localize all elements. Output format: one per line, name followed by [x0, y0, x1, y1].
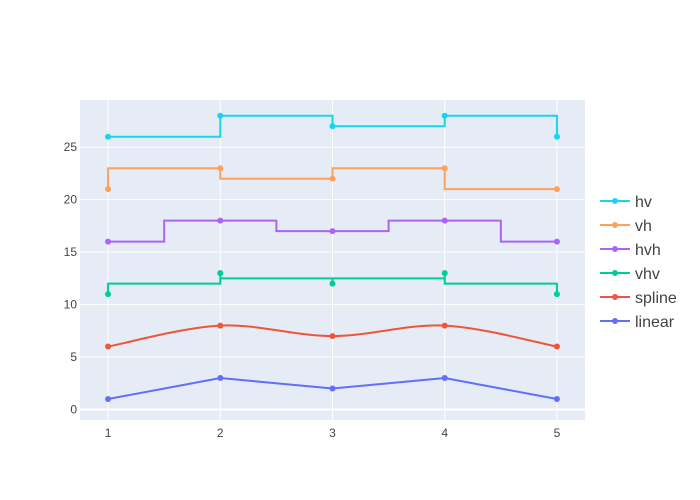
legend-swatch-marker [612, 246, 618, 252]
y-tick-label: 20 [64, 193, 78, 207]
data-point-linear [441, 375, 448, 382]
data-point-vhv [105, 291, 112, 298]
series-hv [105, 112, 560, 140]
data-point-spline [553, 343, 560, 350]
legend-item-hv[interactable]: hv [600, 194, 652, 211]
legend-item-hvh[interactable]: hvh [600, 242, 661, 259]
data-point-linear [553, 396, 560, 403]
legend-item-vh[interactable]: vh [600, 218, 652, 235]
series-linear [105, 375, 560, 403]
data-point-vhv [553, 291, 560, 298]
data-point-spline [217, 322, 224, 329]
legend-label: linear [635, 314, 675, 331]
y-tick-label: 10 [64, 298, 78, 312]
legend-item-spline[interactable]: spline [600, 290, 677, 307]
axis-ticks: 1 2 3 4 5 0 5 10 15 20 25 [64, 140, 561, 440]
data-point-hvh [441, 217, 448, 224]
data-point-spline [105, 343, 112, 350]
x-tick-label: 5 [554, 426, 561, 440]
series-vh [105, 165, 560, 193]
x-tick-label: 2 [217, 426, 224, 440]
data-point-linear [217, 375, 224, 382]
x-tick-label: 4 [441, 426, 448, 440]
data-point-hvh [105, 238, 112, 245]
data-point-hv [105, 133, 112, 140]
series-group [105, 112, 560, 403]
data-point-spline [329, 333, 336, 340]
data-point-spline [441, 322, 448, 329]
data-point-vhv [441, 270, 448, 277]
data-point-vh [329, 175, 336, 182]
legend-swatch-marker [612, 222, 618, 228]
y-tick-label: 5 [70, 350, 77, 364]
data-point-vh [553, 186, 560, 193]
series-spline [105, 322, 560, 350]
data-point-linear [105, 396, 112, 403]
legend-swatch-marker [612, 318, 618, 324]
data-point-hv [553, 133, 560, 140]
legend-swatch-marker [612, 198, 618, 204]
series-vhv [105, 270, 560, 298]
legend-swatch-marker [612, 294, 618, 300]
y-tick-label: 15 [64, 245, 78, 259]
y-tick-label: 0 [70, 403, 77, 417]
data-point-vh [217, 165, 224, 172]
data-point-hv [329, 123, 336, 130]
legend-label: hv [635, 194, 652, 211]
legend-label: hvh [635, 242, 661, 259]
legend-item-vhv[interactable]: vhv [600, 266, 660, 283]
x-tick-label: 3 [329, 426, 336, 440]
legend-label: vh [635, 218, 652, 235]
data-point-vhv [217, 270, 224, 277]
data-point-hv [217, 112, 224, 119]
legend[interactable]: hv vh hvh vhv spline linear [600, 194, 677, 331]
legend-label: spline [635, 290, 677, 307]
data-point-vh [105, 186, 112, 193]
data-point-vh [441, 165, 448, 172]
gridlines [80, 100, 585, 420]
data-point-hvh [329, 228, 336, 235]
data-point-hvh [217, 217, 224, 224]
y-tick-label: 25 [64, 140, 78, 154]
legend-swatch-marker [612, 270, 618, 276]
data-point-vhv [329, 280, 336, 287]
legend-item-linear[interactable]: linear [600, 314, 675, 331]
legend-label: vhv [635, 266, 660, 283]
data-point-hv [441, 112, 448, 119]
data-point-hvh [553, 238, 560, 245]
data-point-linear [329, 385, 336, 392]
series-hvh [105, 217, 560, 245]
x-tick-label: 1 [105, 426, 112, 440]
